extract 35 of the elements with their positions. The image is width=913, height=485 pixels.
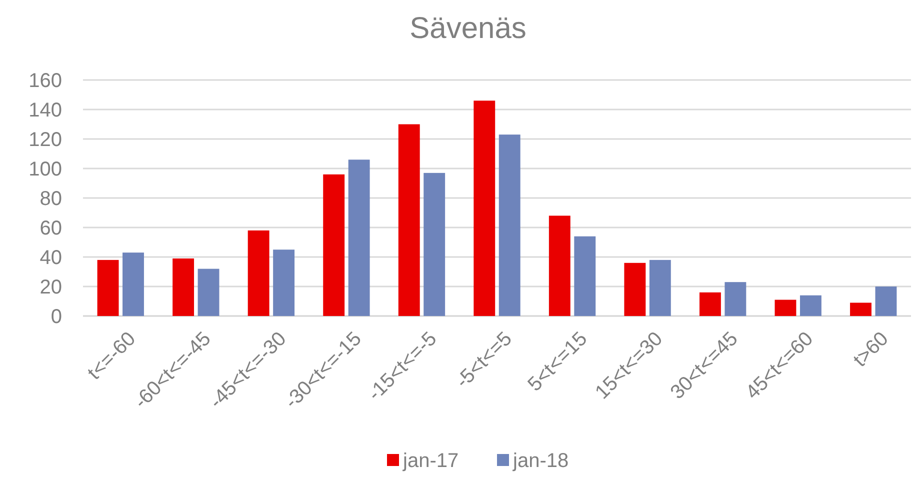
- bar: [875, 286, 897, 316]
- bar: [198, 268, 220, 316]
- chart-title: Sävenäs: [410, 12, 526, 45]
- bar: [248, 230, 270, 316]
- bar: [424, 172, 446, 316]
- y-tick-label: 20: [40, 276, 62, 298]
- bar: [574, 236, 596, 316]
- y-tick-label: 0: [50, 306, 62, 328]
- bar: [273, 250, 295, 316]
- y-tick-label: 100: [28, 158, 62, 180]
- x-tick-label: t>60: [849, 328, 893, 372]
- bar: [624, 262, 646, 316]
- bar: [699, 292, 721, 316]
- bar: [649, 260, 671, 316]
- bar: [398, 124, 420, 316]
- bar: [97, 260, 119, 316]
- bar: [774, 300, 796, 316]
- bar: [348, 160, 370, 316]
- y-tick-label: 140: [28, 100, 62, 122]
- y-tick-label: 80: [40, 188, 62, 210]
- bar: [800, 295, 822, 316]
- bar: [498, 134, 520, 316]
- y-tick-label: 160: [28, 70, 62, 92]
- legend-label: jan-17: [402, 450, 459, 472]
- bar: [172, 258, 194, 316]
- y-tick-label: 40: [40, 247, 62, 269]
- bar: [323, 174, 345, 316]
- bar: [474, 100, 496, 316]
- bar: [548, 216, 570, 316]
- y-tick-label: 120: [28, 129, 62, 151]
- bar: [122, 252, 144, 316]
- bar: [724, 282, 746, 316]
- legend-label: jan-18: [512, 450, 569, 472]
- y-tick-label: 60: [40, 218, 62, 240]
- bar: [850, 302, 872, 316]
